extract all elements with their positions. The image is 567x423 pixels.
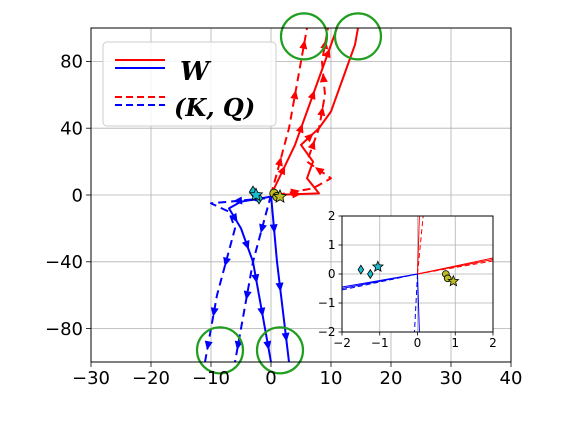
main-series-5-arrow-2	[281, 332, 290, 342]
main-xtick-label-5: 20	[380, 368, 403, 389]
highlight-circle-2	[195, 326, 245, 375]
main-xtick-label-2: −10	[192, 368, 230, 389]
main-ytick-label-4: 80	[60, 52, 83, 73]
main-star-marker-3-0	[272, 188, 288, 203]
legend-label-kq: (K, Q)	[174, 93, 255, 122]
main-series-5-arrow-1	[275, 282, 284, 292]
main-series-3-arrow-0	[275, 156, 283, 167]
main-series-4-arrow-6	[263, 340, 272, 351]
main-series-3-arrow-1	[290, 89, 299, 100]
main-series-2-arrow-2	[314, 167, 325, 176]
main-series-line-0	[273, 28, 359, 196]
main-ytick-label-1: −40	[45, 252, 83, 273]
main-series-6-arrow-3	[223, 256, 231, 267]
legend-label-w: W	[180, 57, 212, 87]
main-xtick-label-7: 40	[500, 368, 523, 389]
inset-xtick-label-1: −1	[371, 336, 389, 350]
main-series-7-arrow-0	[259, 223, 267, 234]
legend: W (K, Q)	[102, 41, 277, 127]
main-series-4-arrow-3	[241, 239, 250, 250]
main-series-2-arrow-5	[319, 73, 328, 83]
highlight-circle-0	[279, 12, 329, 61]
inset-diamond-marker-0-0	[357, 264, 365, 275]
inset-series-line-9	[413, 273, 418, 332]
main-xtick-label-0: −30	[72, 368, 110, 389]
inset-xtick-label-2: 0	[414, 336, 422, 350]
highlight-circle-3	[255, 326, 305, 375]
main-series-line-6	[204, 197, 266, 362]
inset-star-marker-3-0	[447, 274, 460, 287]
inset-axis-ticks: −2 −1 0 1 2 −2 −1 0 1 2	[318, 209, 497, 350]
inset-xtick-label-0: −2	[333, 336, 351, 350]
inset-series-line-3	[417, 216, 420, 275]
main-series-0-arrow-4	[304, 133, 314, 143]
inset-ytick-label-3: 1	[328, 238, 336, 252]
main-series-4-arrow-4	[251, 273, 260, 284]
inset-ytick-label-2: 0	[328, 267, 336, 281]
main-series-1-arrow-1	[295, 123, 304, 134]
main-series-3-arrow-2	[299, 39, 308, 50]
main-xtick-label-4: 10	[320, 368, 343, 389]
inset-series-line-7	[342, 273, 418, 291]
highlight-circle-1	[333, 12, 383, 61]
inset-xtick-label-4: 2	[489, 336, 497, 350]
main-series-1-arrow-2	[307, 90, 316, 100]
inset-series	[342, 216, 493, 332]
main-series-5-arrow-0	[269, 224, 278, 234]
main-series-2-arrow-0	[290, 188, 300, 197]
main-series-6-arrow-0	[233, 196, 243, 205]
inset-markers	[357, 260, 460, 287]
inset-ytick-label-1: −1	[318, 296, 336, 310]
main-series-2-arrow-4	[317, 106, 326, 117]
main-series-2-arrow-3	[307, 140, 316, 151]
highlight-circles	[195, 12, 383, 375]
main-series-6-arrow-5	[204, 340, 213, 351]
main-series-7-arrow-2	[234, 340, 243, 351]
main-ytick-label-3: 40	[60, 119, 83, 140]
main-series-4-arrow-2	[229, 212, 238, 223]
main-series-6-arrow-4	[210, 307, 219, 317]
inset-series-line-4	[417, 216, 424, 275]
main-series-line-1	[270, 28, 338, 196]
main-xtick-label-1: −20	[132, 368, 170, 389]
inset-diamond-marker-0-1	[367, 268, 374, 280]
inset-series-line-2	[417, 260, 493, 275]
main-series-1-arrow-3	[322, 48, 331, 59]
inset-ytick-label-4: 2	[328, 209, 336, 223]
main-ytick-label-0: −80	[45, 319, 83, 340]
main-markers	[248, 185, 288, 205]
main-xtick-label-3: 0	[265, 368, 276, 389]
legend-box	[102, 41, 277, 127]
inset-star-marker-1-0	[371, 260, 384, 272]
main-xtick-label-6: 30	[440, 368, 463, 389]
main-series-4-arrow-5	[257, 307, 266, 317]
main-ytick-label-2: 0	[72, 185, 83, 206]
main-series-7-arrow-1	[243, 290, 252, 301]
main-star-marker-1-0	[248, 187, 264, 202]
main-series-1-arrow-0	[277, 165, 286, 176]
inset-xtick-label-3: 1	[451, 336, 459, 350]
inset-ytick-label-0: −2	[318, 325, 336, 339]
inset-series-line-8	[417, 273, 420, 332]
